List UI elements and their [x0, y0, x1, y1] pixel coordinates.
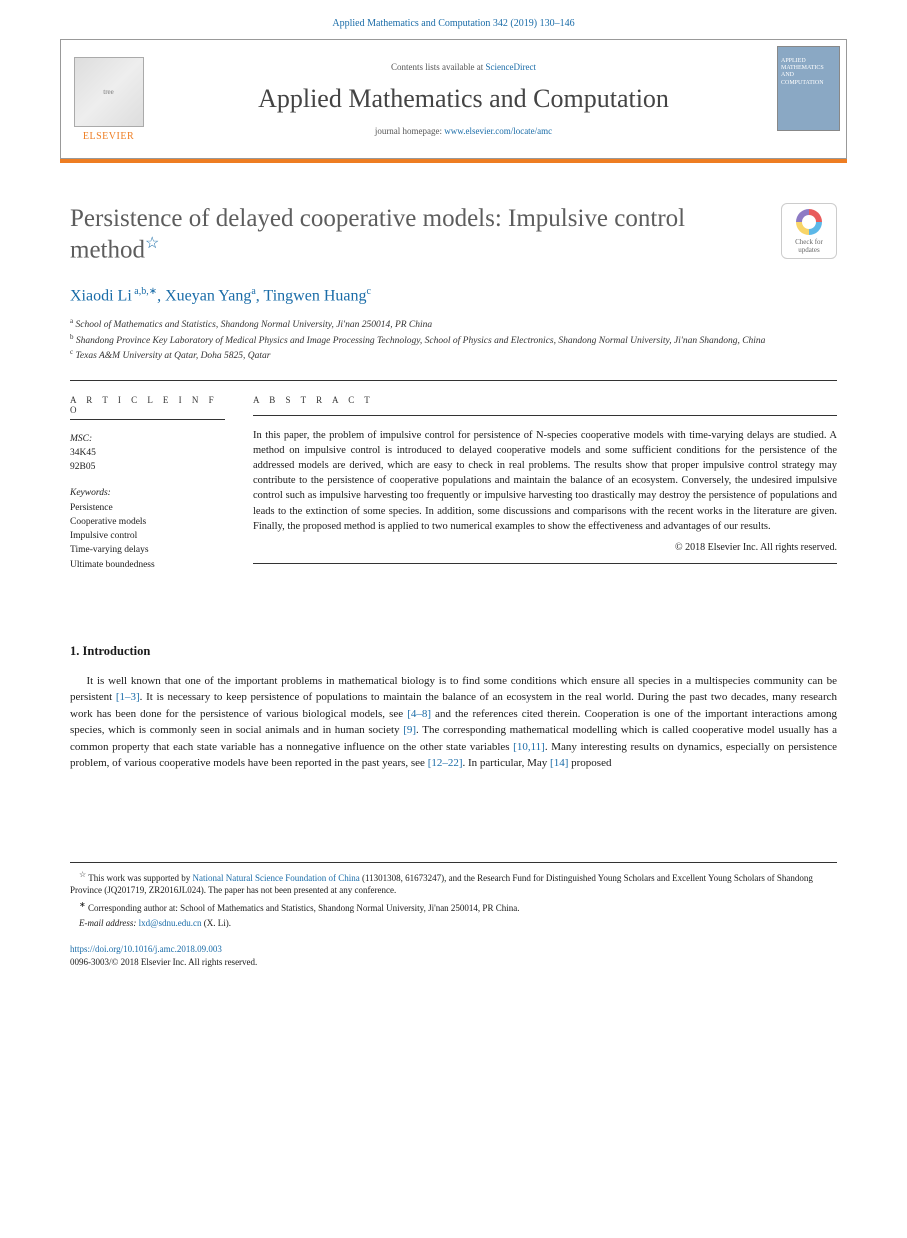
msc-1: 34K45: [70, 446, 225, 460]
cover-line-3: AND COMPUTATION: [781, 72, 824, 85]
cite-10-11[interactable]: [10,11]: [513, 741, 545, 753]
affil-text-c: Texas A&M University at Qatar, Doha 5825…: [75, 351, 270, 361]
contents-prefix: Contents lists available at: [391, 62, 485, 72]
affil-sup-c: c: [70, 348, 73, 356]
funding-mark: ☆: [79, 870, 86, 879]
title-footnote-mark: ☆: [145, 235, 159, 252]
journal-cover-thumb: APPLIED MATHEMATICS AND COMPUTATION: [777, 46, 840, 131]
keyword-4: Time-varying delays: [70, 543, 225, 557]
cite-9[interactable]: [9]: [403, 724, 416, 736]
funding-footnote: ☆ This work was supported by National Na…: [70, 869, 837, 897]
issn-copyright: 0096-3003/© 2018 Elsevier Inc. All right…: [70, 956, 837, 969]
email-link[interactable]: lxd@sdnu.edu.cn: [139, 918, 202, 928]
author-1-affil: a,b,∗: [132, 286, 157, 297]
affil-text-b: Shandong Province Key Laboratory of Medi…: [76, 336, 766, 346]
author-3-affil: c: [366, 286, 370, 297]
updates-label-2: updates: [798, 246, 819, 254]
homepage-url[interactable]: www.elsevier.com/locate/amc: [444, 126, 552, 136]
publisher-tree-icon: tree: [74, 57, 144, 127]
homepage-prefix: journal homepage:: [375, 126, 444, 136]
contents-line: Contents lists available at ScienceDirec…: [391, 62, 536, 72]
cover-line-2: MATHEMATICS: [781, 65, 824, 71]
keyword-2: Cooperative models: [70, 515, 225, 529]
affil-sup-b: b: [70, 333, 74, 341]
corresponding-footnote: ∗ Corresponding author at: School of Mat…: [70, 899, 837, 915]
info-abstract-row: a r t i c l e i n f o MSC: 34K45 92B05 K…: [70, 381, 837, 584]
keywords-block: Keywords: Persistence Cooperative models…: [70, 486, 225, 572]
abstract-copyright: © 2018 Elsevier Inc. All rights reserved…: [253, 542, 837, 553]
email-label: E-mail address:: [79, 918, 139, 928]
publisher-name: ELSEVIER: [83, 131, 134, 142]
affiliation-c: c Texas A&M University at Qatar, Doha 58…: [70, 348, 837, 363]
msc-2: 92B05: [70, 460, 225, 474]
affiliations: a School of Mathematics and Statistics, …: [70, 317, 837, 363]
updates-label-1: Check for: [795, 238, 823, 246]
keyword-3: Impulsive control: [70, 529, 225, 543]
sciencedirect-link[interactable]: ScienceDirect: [486, 62, 536, 72]
abstract-column: a b s t r a c t In this paper, the probl…: [253, 381, 837, 584]
msc-block: MSC: 34K45 92B05: [70, 432, 225, 475]
journal-cover-box: APPLIED MATHEMATICS AND COMPUTATION: [771, 40, 846, 158]
keyword-5: Ultimate boundedness: [70, 558, 225, 572]
title-text: Persistence of delayed cooperative model…: [70, 205, 685, 264]
cite-4-8[interactable]: [4–8]: [407, 708, 431, 720]
keyword-1: Persistence: [70, 501, 225, 515]
article-info-heading: a r t i c l e i n f o: [70, 395, 225, 415]
affiliation-a: a School of Mathematics and Statistics, …: [70, 317, 837, 332]
citation-text: Applied Mathematics and Computation 342 …: [332, 18, 574, 29]
affil-sup-a: a: [70, 317, 73, 325]
author-2-name[interactable]: Xueyan Yang: [165, 287, 251, 304]
abstract-rule-1: [253, 415, 837, 416]
affiliation-b: b Shandong Province Key Laboratory of Me…: [70, 333, 837, 348]
banner-center: Contents lists available at ScienceDirec…: [156, 40, 771, 158]
corr-mark: ∗: [79, 900, 86, 909]
abstract-text: In this paper, the problem of impulsive …: [253, 428, 837, 535]
authors-line: Xiaodi Li a,b,∗, Xueyan Yanga, Tingwen H…: [70, 286, 837, 305]
funding-prefix: This work was supported by: [88, 873, 192, 883]
check-updates-badge[interactable]: Check for updates: [781, 203, 837, 259]
affil-text-a: School of Mathematics and Statistics, Sh…: [75, 320, 432, 330]
cite-12-22[interactable]: [12–22]: [428, 757, 463, 769]
funding-link[interactable]: National Natural Science Foundation of C…: [193, 873, 360, 883]
abstract-rule-2: [253, 563, 837, 564]
author-1-name[interactable]: Xiaodi Li: [70, 287, 132, 304]
article-content: Persistence of delayed cooperative model…: [0, 163, 907, 988]
doi-link[interactable]: https://doi.org/10.1016/j.amc.2018.09.00…: [70, 944, 222, 954]
cite-14[interactable]: [14]: [550, 757, 568, 769]
email-footnote: E-mail address: lxd@sdnu.edu.cn (X. Li).: [70, 917, 837, 930]
journal-name: Applied Mathematics and Computation: [258, 84, 669, 114]
article-title: Persistence of delayed cooperative model…: [70, 203, 781, 266]
info-rule-1: [70, 419, 225, 420]
homepage-line: journal homepage: www.elsevier.com/locat…: [375, 126, 552, 136]
footnotes: ☆ This work was supported by National Na…: [70, 862, 837, 929]
intro-paragraph: It is well known that one of the importa…: [70, 673, 837, 772]
running-header: Applied Mathematics and Computation 342 …: [0, 0, 907, 39]
publisher-logo-box: tree ELSEVIER: [61, 40, 156, 158]
updates-circle-icon: [796, 209, 822, 235]
corr-text: Corresponding author at: School of Mathe…: [88, 903, 520, 913]
title-row: Persistence of delayed cooperative model…: [70, 203, 837, 266]
abstract-heading: a b s t r a c t: [253, 395, 837, 405]
journal-banner: tree ELSEVIER Contents lists available a…: [60, 39, 847, 159]
msc-label: MSC:: [70, 432, 225, 446]
article-info-column: a r t i c l e i n f o MSC: 34K45 92B05 K…: [70, 381, 225, 584]
author-2-affil: a: [251, 286, 255, 297]
email-suffix: (X. Li).: [201, 918, 231, 928]
cover-line-1: APPLIED: [781, 58, 806, 64]
cite-1-3[interactable]: [1–3]: [116, 691, 140, 703]
section-1-heading: 1. Introduction: [70, 644, 837, 659]
doi-block: https://doi.org/10.1016/j.amc.2018.09.00…: [70, 943, 837, 968]
keywords-label: Keywords:: [70, 486, 225, 500]
author-3-name[interactable]: Tingwen Huang: [264, 287, 367, 304]
